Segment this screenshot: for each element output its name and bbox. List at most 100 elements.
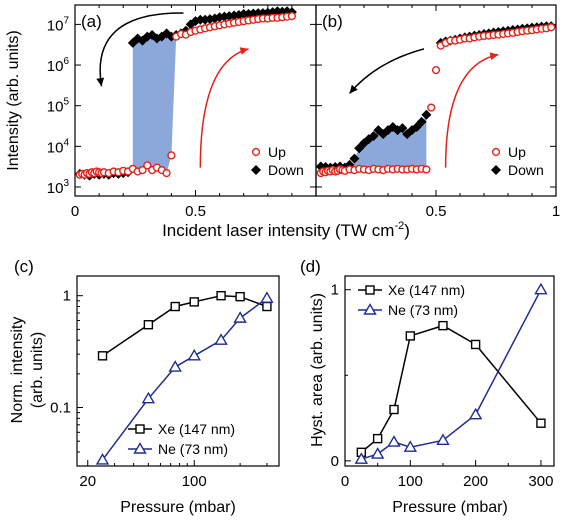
legend-marker-down xyxy=(251,165,261,175)
x-tick-label: 200 xyxy=(463,473,488,490)
legend-marker-1 xyxy=(133,442,147,454)
x-axis-label: Pressure (mbar) xyxy=(392,499,508,516)
legend-marker-0 xyxy=(365,285,375,295)
data-point-series-0 xyxy=(97,351,108,361)
y-axis-label: Intensity (arb. units) xyxy=(5,30,22,171)
panel-label: (d) xyxy=(300,257,321,276)
legend-label-down: Down xyxy=(508,162,544,178)
data-point-up xyxy=(422,165,431,174)
legend-marker-0 xyxy=(135,424,145,434)
data-point-up xyxy=(287,11,297,21)
x-tick-label: 1 xyxy=(552,203,560,220)
axes-frame xyxy=(76,275,280,467)
hysteresis-area xyxy=(354,114,427,171)
y-tick-label: 104 xyxy=(47,137,70,156)
hysteresis-area xyxy=(132,33,181,174)
data-point-series-1 xyxy=(187,348,201,361)
panel-a: 103 104 105 106 107 0 0.5 (a) Up Down Intensity (a… xyxy=(5,4,317,220)
x-tick-label: 100 xyxy=(398,473,423,490)
data-point-series-0 xyxy=(405,331,416,341)
data-point-series-1 xyxy=(260,291,274,303)
arrow-down xyxy=(349,48,425,94)
data-point-series-1 xyxy=(141,391,156,404)
x-tick-label: 0 xyxy=(341,473,349,490)
x-tick-label: 20 xyxy=(79,473,96,490)
legend-label-0: Xe (147 nm) xyxy=(388,282,465,298)
data-point-series-0 xyxy=(170,301,180,312)
x-tick-label: 0 xyxy=(71,203,79,220)
shared-x-axis-label-sup: -2 xyxy=(394,220,404,232)
data-point-series-1 xyxy=(168,360,182,372)
y-tick-label: 105 xyxy=(47,97,70,116)
arrow-up xyxy=(199,48,249,168)
data-point-series-1 xyxy=(233,311,247,323)
data-point-down xyxy=(354,143,365,154)
data-point-series-0 xyxy=(438,320,448,331)
data-point-up xyxy=(547,23,556,32)
x-axis-label: Pressure (mbar) xyxy=(120,499,236,516)
panel-b: 0.5 1 (b) Up Down xyxy=(315,4,560,220)
x-tick-label: 0.5 xyxy=(426,203,447,220)
data-point-down xyxy=(373,125,384,136)
arrow-up xyxy=(444,53,499,168)
y-tick-label: 0.1 xyxy=(50,400,71,417)
y-tick-label: 103 xyxy=(47,178,70,197)
x-tick-label: 100 xyxy=(182,473,207,490)
legend-label-up: Up xyxy=(268,144,286,160)
legend-marker-up xyxy=(251,147,261,157)
data-point-series-1 xyxy=(387,435,401,447)
axes-frame xyxy=(315,4,557,197)
data-point-series-1 xyxy=(436,433,450,446)
y-tick-label: 107 xyxy=(47,15,70,34)
data-point-series-1 xyxy=(354,452,369,464)
panel-label: (b) xyxy=(322,12,343,31)
legend-label-up: Up xyxy=(508,144,526,160)
y-axis-label-line2: (arb. units) xyxy=(29,332,46,408)
y-axis-label: Norm. intensity xyxy=(9,317,26,424)
arrow-up-head xyxy=(239,47,249,55)
panel-d: 0 100 200 300 0 1 Pressure (mbar) Hyst. area (a… xyxy=(300,257,555,516)
data-point-series-1 xyxy=(403,440,418,452)
axes-frame xyxy=(344,275,555,467)
data-point-series-0 xyxy=(262,301,272,312)
data-point-up xyxy=(427,103,436,112)
y-axis-label: Hyst. area (arb. units) xyxy=(309,293,326,447)
y-tick-label: 106 xyxy=(47,56,70,75)
data-point-down xyxy=(238,9,249,20)
arrow-up-head xyxy=(489,52,499,61)
data-point-series-0 xyxy=(470,339,481,350)
y-tick-label: 1 xyxy=(63,288,71,305)
x-tick-label: 300 xyxy=(528,473,553,490)
data-point-series-1 xyxy=(468,407,483,420)
data-point-series-1 xyxy=(534,282,548,295)
data-point-up xyxy=(431,66,441,75)
panel-label: (c) xyxy=(14,257,34,276)
data-point-down xyxy=(127,37,138,48)
data-point-down xyxy=(402,129,413,140)
data-point-series-0 xyxy=(189,297,199,307)
data-point-series-1 xyxy=(370,447,385,459)
data-point-down xyxy=(185,19,196,30)
data-point-up xyxy=(143,161,152,170)
data-point-down xyxy=(421,109,432,120)
arrow-down xyxy=(99,12,184,87)
legend-marker-1 xyxy=(363,303,377,315)
data-point-down xyxy=(349,153,360,164)
data-point-series-0 xyxy=(216,290,226,301)
legend-label-0: Xe (147 nm) xyxy=(158,421,235,437)
data-point-up xyxy=(167,151,176,160)
y-tick-label: 1 xyxy=(331,282,339,299)
y-tick-label: 0 xyxy=(331,453,339,470)
shared-x-axis-label: Incident laser intensity (TW cm-2) xyxy=(162,220,410,240)
legend-marker-up xyxy=(491,147,501,157)
panel-label: (a) xyxy=(81,12,102,31)
data-point-series-1 xyxy=(214,333,228,345)
legend-marker-down xyxy=(491,165,501,175)
legend-label-1: Ne (73 nm) xyxy=(158,441,228,457)
arrow-down-head xyxy=(96,77,105,87)
data-point-up xyxy=(138,166,147,175)
data-point-series-1 xyxy=(95,453,110,465)
legend-label-down: Down xyxy=(268,162,304,178)
